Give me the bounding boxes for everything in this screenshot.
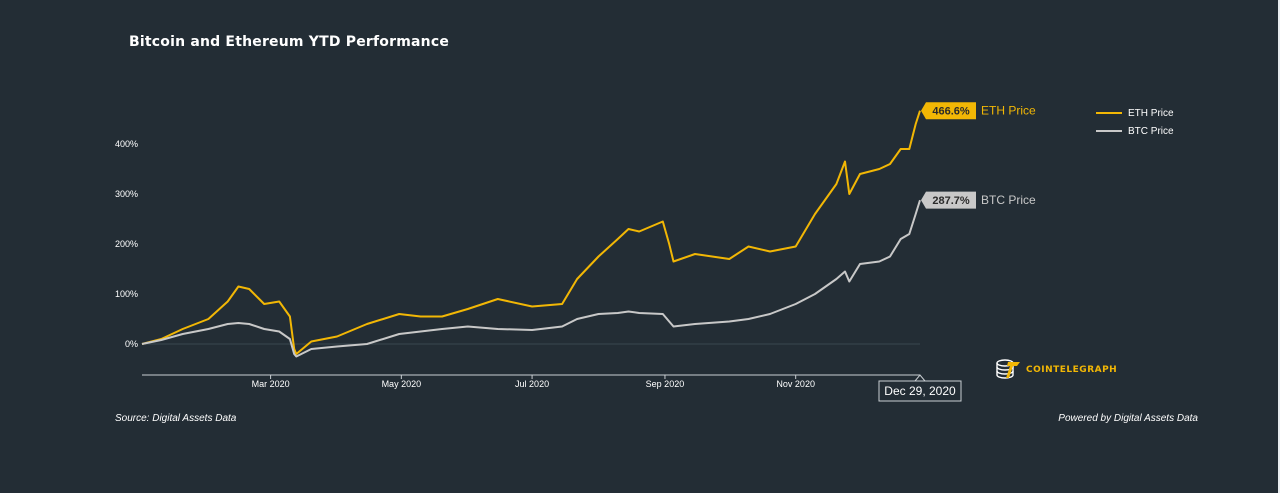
y-tick-label: 300% <box>115 189 138 199</box>
legend: ETH Price BTC Price <box>1096 108 1174 137</box>
crosshair-label: Dec 29, 2020 <box>884 384 956 398</box>
crosshair: Dec 29, 2020 <box>878 374 962 402</box>
end-label-box <box>921 191 976 209</box>
legend-label: ETH Price <box>1128 108 1174 119</box>
powered-by-note: Powered by Digital Assets Data <box>1058 413 1198 424</box>
legend-label: BTC Price <box>1128 126 1174 137</box>
y-tick-label: 200% <box>115 239 138 249</box>
crosshair-pointer <box>914 374 926 382</box>
cointelegraph-logo: COINTELEGRAPH <box>996 358 1117 382</box>
end-labels: 466.6% ETH Price 287.7% BTC Price <box>921 102 1036 209</box>
logo-text: COINTELEGRAPH <box>1026 365 1118 375</box>
series-layer <box>141 110 921 358</box>
y-tick-label: 0% <box>125 339 138 349</box>
x-tick-label: Nov 2020 <box>776 379 815 389</box>
end-label-name: ETH Price <box>981 104 1036 118</box>
x-tick-label: May 2020 <box>382 379 422 389</box>
source-note: Source: Digital Assets Data <box>115 413 237 424</box>
y-axis: 0% 100% 200% 300% 400% <box>115 139 920 349</box>
y-tick-label: 400% <box>115 139 138 149</box>
crosshair-label-box <box>878 380 962 402</box>
series-line-btc <box>141 199 921 358</box>
x-axis: Mar 2020 May 2020 Jul 2020 Sep 2020 Nov 2020 <box>142 374 920 389</box>
x-tick-label: Sep 2020 <box>646 379 685 389</box>
end-label-value: 466.6% <box>932 106 970 118</box>
end-label-name: BTC Price <box>981 193 1036 207</box>
x-tick-label: Mar 2020 <box>252 379 290 389</box>
end-label-box <box>921 102 976 120</box>
series-line-eth <box>141 110 921 355</box>
cointelegraph-coin-stack-icon <box>996 359 1020 379</box>
end-label-value: 287.7% <box>932 195 970 207</box>
x-tick-label: Jul 2020 <box>515 379 549 389</box>
chart-title: Bitcoin and Ethereum YTD Performance <box>129 34 450 50</box>
y-tick-label: 100% <box>115 289 138 299</box>
